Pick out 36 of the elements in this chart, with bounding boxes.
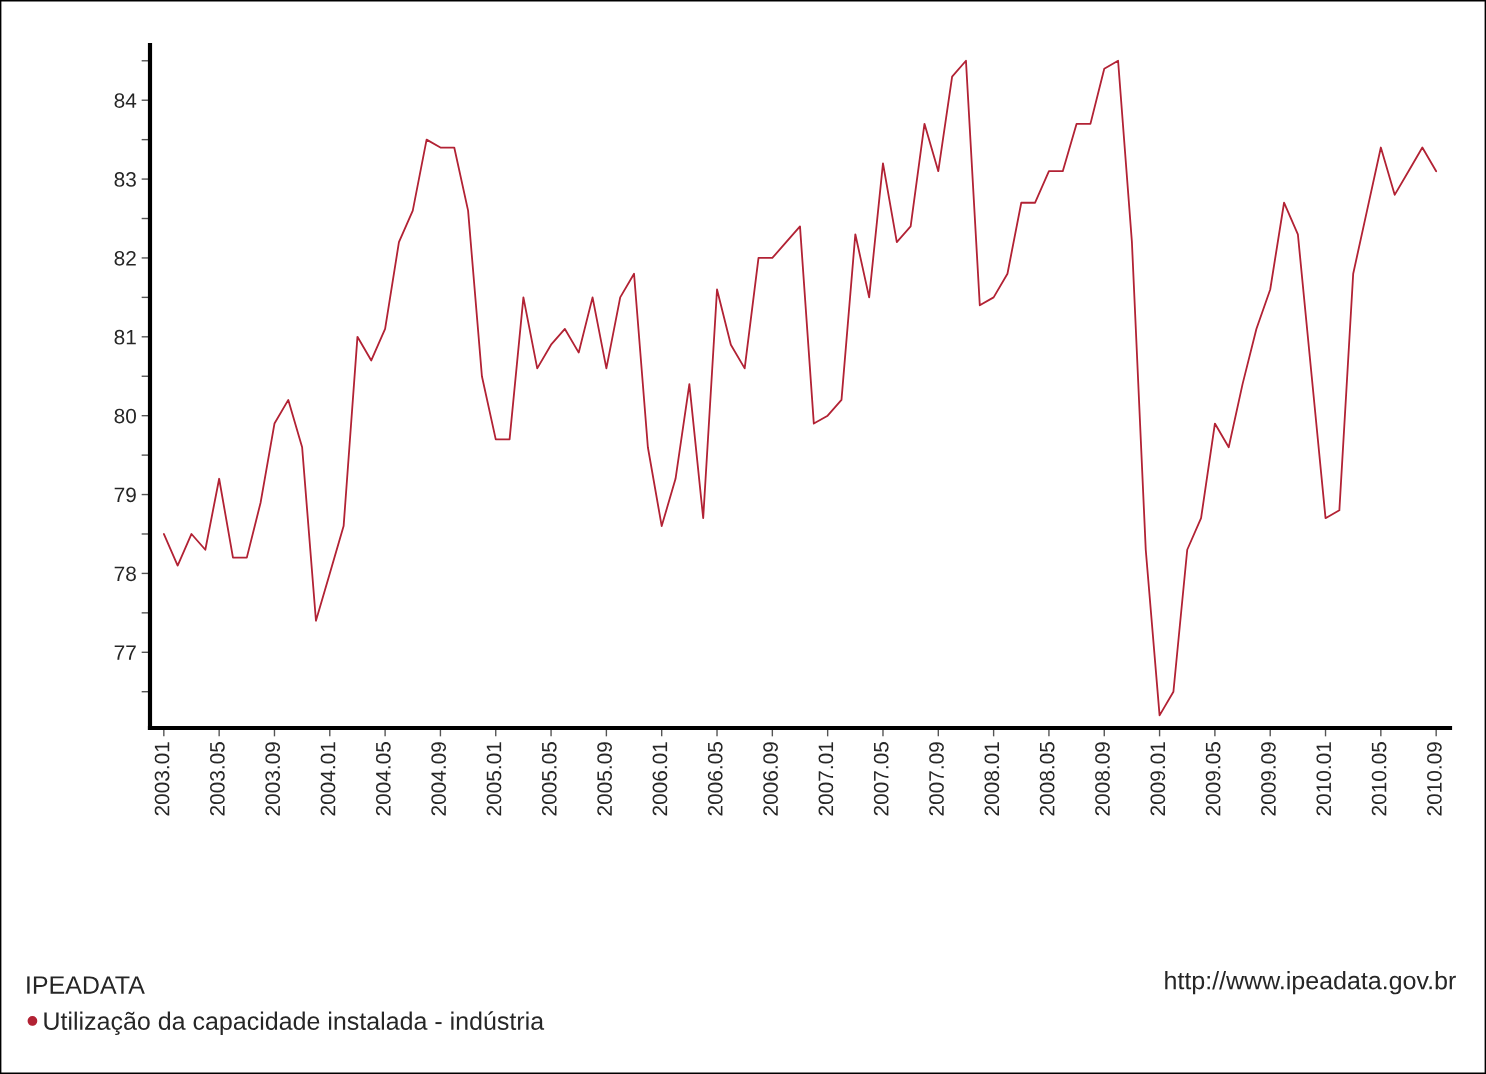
x-tick-label: 2003.09	[265, 742, 281, 816]
y-tick-label: 84	[114, 93, 137, 108]
y-tick-label: 81	[114, 329, 136, 345]
y-tick-label: 79	[114, 487, 136, 503]
x-tick-label: 2003.01	[154, 742, 170, 816]
legend-title: IPEADATA	[27, 976, 145, 994]
x-tick-label: 2006.09	[763, 742, 778, 816]
x-tick-label: 2009.01	[1150, 742, 1166, 816]
x-tick-label: 2009.05	[1205, 742, 1221, 816]
x-tick-label: 2004.05	[375, 742, 391, 816]
x-tick-label: 2005.05	[541, 742, 557, 816]
x-tick-label: 2008.05	[1039, 742, 1055, 816]
text: http://www.ipeadata.gov.br	[1165, 971, 1456, 995]
line-series	[162, 59, 1438, 717]
x-tick-label: 2007.05	[873, 742, 889, 816]
x-tick-label: 2004.01	[320, 742, 336, 816]
x-tick-label: 2010.05	[1371, 742, 1387, 816]
x-tick-label: 2010.09	[1427, 742, 1442, 816]
x-tick-label: 2009.09	[1261, 742, 1276, 816]
x-tick-label: 2003.05	[209, 742, 225, 816]
x-tick-label: 2005.09	[597, 742, 612, 816]
y-tick-label: 77	[114, 645, 136, 660]
x-tick-label: 2008.01	[984, 742, 1000, 816]
x-tick-label: 2005.01	[486, 742, 502, 816]
x-tick-label: 2004.09	[431, 742, 447, 816]
y-tick-label: 80	[114, 408, 136, 424]
x-tick-label: 2008.09	[1095, 742, 1110, 816]
x-tick-label: 2010.01	[1316, 742, 1332, 816]
y-tick-label: 83	[114, 172, 136, 187]
legend-label: Utilização da capacidade instalada - indústria	[44, 1011, 545, 1036]
x-tick-label: 2007.09	[929, 742, 944, 816]
y-tick-label: 82	[114, 250, 136, 266]
y-tick-label: 78	[114, 566, 136, 582]
x-tick-label: 2006.01	[652, 742, 668, 816]
x-tick-label: 2007.01	[818, 742, 834, 816]
x-tick-label: 2006.05	[707, 742, 723, 816]
